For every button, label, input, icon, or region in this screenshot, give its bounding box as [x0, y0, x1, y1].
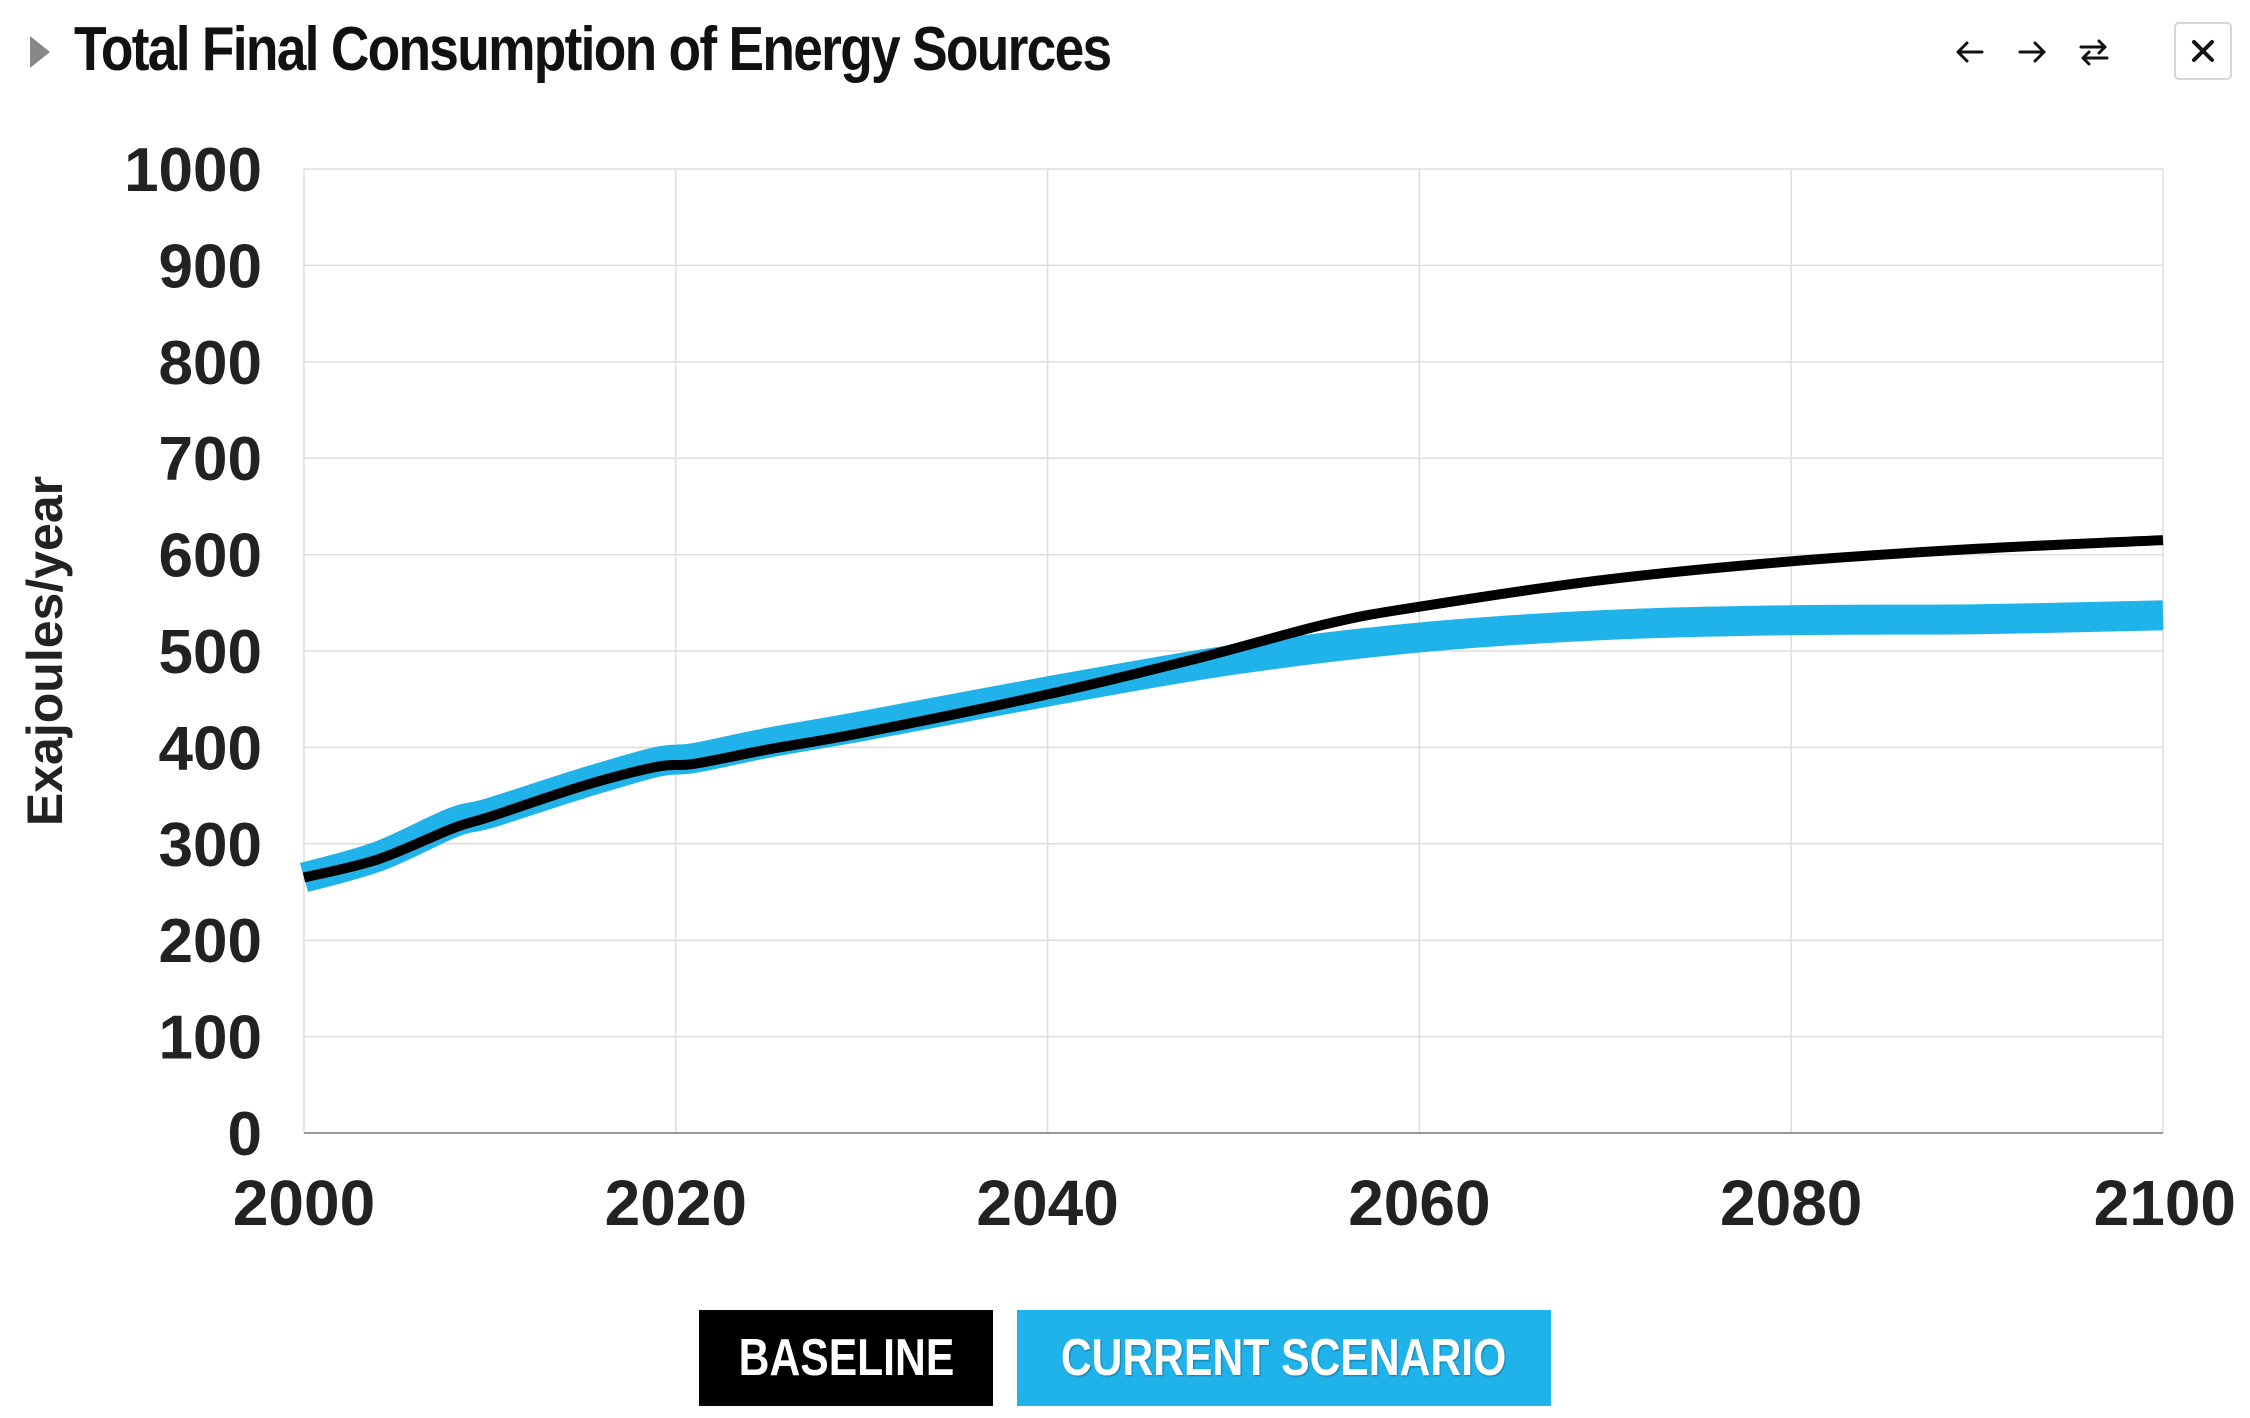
- chart-header: Total Final Consumption of Energy Source…: [0, 0, 2250, 110]
- legend-baseline-label: BASELINE: [738, 1329, 954, 1387]
- swap-icon[interactable]: [2070, 30, 2118, 74]
- legend-current-scenario-label: CURRENT SCENARIO: [1061, 1329, 1507, 1387]
- x-tick-label: 2100: [2094, 1167, 2236, 1239]
- arrow-left-icon[interactable]: [1946, 30, 1994, 74]
- series-baseline-line: [302, 535, 2164, 883]
- triangle-right-icon[interactable]: [30, 36, 50, 68]
- y-tick-label: 700: [159, 425, 262, 494]
- line-chart: 0 100 200 300 400 500 600 700 800 900 1000 2000 202…: [17, 136, 2236, 1239]
- y-tick-label: 600: [159, 522, 262, 591]
- x-axis-ticks: 2000 2020 2040 2060 2080 2100: [233, 1167, 2236, 1239]
- y-tick-label: 500: [159, 618, 262, 687]
- close-button[interactable]: [2174, 22, 2232, 80]
- y-tick-label: 100: [159, 1004, 262, 1073]
- legend-current-scenario-button[interactable]: CURRENT SCENARIO: [1017, 1310, 1551, 1406]
- x-tick-label: 2040: [976, 1167, 1118, 1239]
- y-tick-label: 0: [228, 1100, 262, 1169]
- legend-baseline-button[interactable]: BASELINE: [699, 1310, 993, 1406]
- y-tick-label: 800: [159, 329, 262, 398]
- legend: BASELINE CURRENT SCENARIO: [0, 1310, 2250, 1406]
- series-lines: [299, 535, 2164, 892]
- arrow-right-icon[interactable]: [2008, 30, 2056, 74]
- y-tick-label: 400: [159, 714, 262, 783]
- x-tick-label: 2060: [1348, 1167, 1490, 1239]
- chart-title: Total Final Consumption of Energy Source…: [74, 15, 1112, 84]
- x-tick-label: 2080: [1720, 1167, 1862, 1239]
- series-current-scenario-line: [299, 600, 2164, 892]
- y-tick-label: 900: [159, 232, 262, 301]
- x-tick-label: 2000: [233, 1167, 375, 1239]
- y-tick-label: 300: [159, 811, 262, 880]
- y-axis-label: Exajoules/year: [17, 476, 73, 826]
- x-tick-label: 2020: [605, 1167, 747, 1239]
- y-tick-label: 1000: [124, 136, 262, 205]
- close-icon: [2192, 40, 2214, 62]
- y-axis-ticks: 0 100 200 300 400 500 600 700 800 900 1000: [124, 136, 262, 1169]
- y-tick-label: 200: [159, 907, 262, 976]
